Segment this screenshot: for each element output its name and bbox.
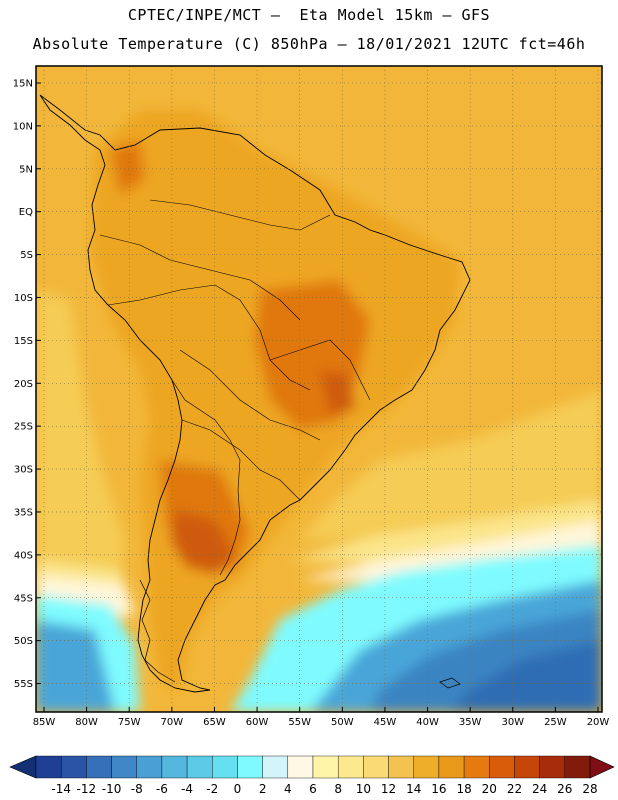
field-hot-core	[110, 140, 370, 570]
longitude-label: 50W	[331, 717, 354, 728]
field-subtropical-pacific	[36, 290, 125, 590]
colorbar-swatch	[111, 755, 137, 779]
colorbar-under-arrow	[9, 755, 37, 779]
field-mild-band	[36, 500, 602, 610]
colorbar-tick-label: -10	[102, 782, 122, 796]
colorbar-over-arrow	[589, 755, 615, 779]
field-hottest-core	[170, 370, 355, 575]
colorbar-tick-label: 4	[284, 782, 292, 796]
latitude-label: 35S	[14, 507, 33, 518]
longitude-label: 20W	[587, 717, 610, 728]
latitude-labels: 15N 10N 5N EQ 5S 10S 15S 20S 25S 30S 35S 40S 45S 50S 5…	[13, 79, 41, 690]
field-coldest-core	[450, 640, 602, 712]
colorbar-tick-label: -2	[206, 782, 218, 796]
latitude-label: 10S	[14, 293, 33, 304]
colorbar-tick-labels: -14 -12 -10 -8 -6 -4 -2 0 2 4 6 8 10 12 14 16 18 20 22 24 26…	[51, 782, 597, 796]
colorbar-swatch	[438, 755, 465, 779]
latitude-label: 45S	[14, 593, 33, 604]
colorbar-tick-label: 18	[456, 782, 471, 796]
latitude-label: 5N	[19, 164, 33, 175]
colorbar-swatch	[86, 755, 112, 779]
colorbar-tick-label: 0	[234, 782, 242, 796]
colorbar-swatch	[388, 755, 414, 779]
colorbar-tick-label: 10	[356, 782, 371, 796]
colorbar-tick-label: 6	[309, 782, 317, 796]
temperature-field	[36, 66, 602, 712]
colorbar-tick-label: -14	[51, 782, 71, 796]
field-subtropical-atlantic	[300, 390, 602, 540]
longitude-label: 80W	[75, 717, 98, 728]
colorbar-tick-label: -8	[131, 782, 143, 796]
colorbar-swatch	[287, 755, 314, 779]
longitude-label: 85W	[33, 717, 56, 728]
colorbar-swatch	[237, 755, 263, 779]
colorbar-legend: -14 -12 -10 -8 -6 -4 -2 0 2 4 6 8 10 12 14 16 18 20 22 24 26…	[9, 755, 615, 796]
colorbar-tick-label: 2	[259, 782, 267, 796]
colorbar-tick-label: -12	[77, 782, 97, 796]
longitude-label: 35W	[459, 717, 482, 728]
colorbar-swatch	[413, 755, 440, 779]
colorbar-swatch	[136, 755, 163, 779]
colorbar-swatch	[60, 755, 87, 779]
latitude-label: 15S	[14, 336, 33, 347]
colorbar-tick-label: 20	[482, 782, 497, 796]
colorbar-swatch	[463, 755, 490, 779]
longitude-labels: 85W 80W 75W 70W 65W 60W 55W 50W 45W 40W 35W 30W 25W 2…	[33, 707, 610, 728]
map-title-line-1: CPTEC/INPE/MCT – Eta Model 15km – GFS	[127, 6, 491, 24]
longitude-label: 30W	[501, 717, 524, 728]
colorbar-swatch	[186, 755, 213, 779]
longitude-label: 60W	[246, 717, 269, 728]
colorbar-tick-label: 16	[431, 782, 446, 796]
colorbar-tick-label: -6	[156, 782, 168, 796]
colorbar-swatch	[212, 755, 238, 779]
colorbar-tick-label: 14	[406, 782, 421, 796]
colorbar-swatch	[564, 755, 591, 779]
colorbar-tick-label: -4	[181, 782, 193, 796]
latitude-label: 55S	[14, 679, 33, 690]
continent-outline	[39, 94, 471, 693]
country-borders	[99, 199, 371, 576]
colorbar-swatch	[312, 755, 339, 779]
longitude-label: 55W	[288, 717, 311, 728]
longitude-label: 40W	[416, 717, 439, 728]
colorbar-swatch	[161, 755, 188, 779]
colorbar-swatch	[35, 755, 62, 779]
latitude-label: 25S	[14, 422, 33, 433]
colorbar-swatch	[337, 755, 364, 779]
latitude-label: 20S	[14, 379, 33, 390]
latitude-label: 5S	[20, 250, 33, 261]
colorbar-swatch	[514, 755, 540, 779]
field-pale-band	[36, 520, 602, 625]
colorbar-tick-label: 22	[507, 782, 522, 796]
temperature-map: 15N 10N 5N EQ 5S 10S 15S 20S 25S 30S 35S 40S 45S 50S 5…	[13, 65, 610, 728]
colorbar-swatch	[489, 755, 515, 779]
colorbar-tick-label: 24	[532, 782, 547, 796]
colorbar-tick-label: 8	[334, 782, 342, 796]
colorbar-tick-label: 26	[557, 782, 572, 796]
latitude-label: EQ	[19, 207, 33, 218]
southern-islands	[139, 579, 461, 689]
colorbar-swatch	[262, 755, 289, 779]
latitude-label: 30S	[14, 465, 33, 476]
latitude-label: 10N	[13, 121, 33, 132]
colorbar-tick-label: 28	[582, 782, 597, 796]
south-america-coastline	[39, 94, 471, 693]
colorbar-tick-label: 12	[381, 782, 396, 796]
latitude-label: 15N	[13, 79, 33, 90]
longitude-label: 45W	[374, 717, 397, 728]
longitude-label: 75W	[118, 717, 141, 728]
map-frame	[35, 65, 603, 713]
colorbar-swatches	[9, 755, 615, 779]
longitude-label: 65W	[203, 717, 226, 728]
colorbar-swatch	[363, 755, 389, 779]
colorbar-swatch	[539, 755, 566, 779]
latitude-label: 50S	[14, 636, 33, 647]
longitude-label: 70W	[161, 717, 184, 728]
latitude-label: 40S	[14, 550, 33, 561]
longitude-label: 25W	[544, 717, 567, 728]
map-title-line-2: Absolute Temperature (C) 850hPa – 18/01/…	[32, 35, 586, 53]
